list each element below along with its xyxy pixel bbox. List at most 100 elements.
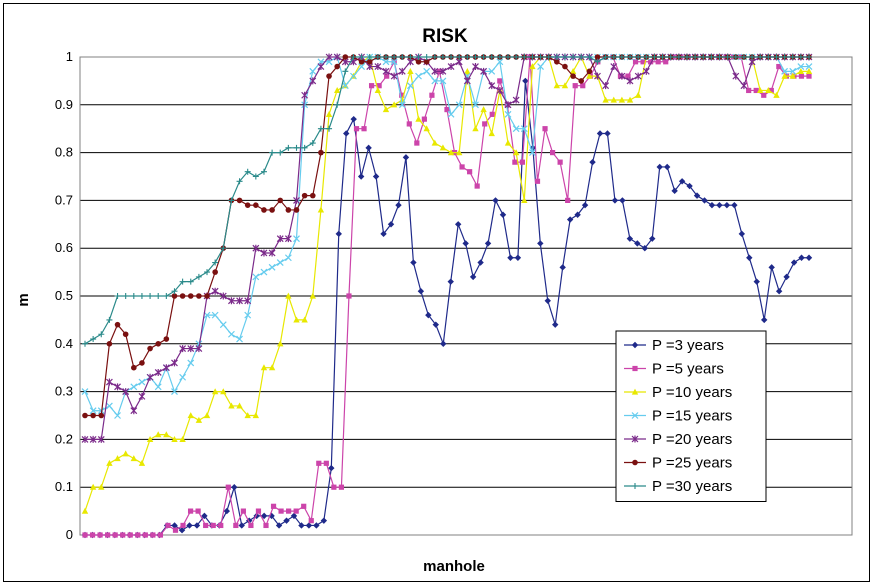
data-point [278, 508, 284, 514]
data-point [147, 345, 153, 352]
data-point [171, 359, 178, 367]
data-point [236, 335, 243, 343]
data-point [757, 54, 764, 60]
data-point [557, 159, 563, 165]
data-point [368, 83, 375, 89]
data-point [361, 126, 367, 132]
data-point [783, 273, 790, 281]
data-point [325, 110, 333, 117]
data-point [398, 67, 406, 75]
data-point [260, 268, 268, 276]
data-point [425, 311, 432, 319]
data-point [365, 144, 372, 152]
data-point [454, 221, 462, 228]
data-point [171, 293, 178, 299]
data-point [112, 532, 118, 538]
data-point [649, 235, 656, 242]
legend-label: P =5 years [652, 361, 724, 378]
data-point [162, 364, 170, 372]
data-point [283, 517, 290, 524]
data-point [632, 59, 639, 65]
data-point [640, 59, 646, 65]
data-point [372, 173, 380, 180]
data-point [179, 345, 187, 353]
data-point [439, 67, 447, 75]
data-point [326, 73, 332, 79]
data-point [179, 373, 187, 381]
data-point [195, 273, 202, 280]
data-point [447, 63, 455, 71]
data-point [346, 293, 352, 299]
data-point [228, 197, 235, 204]
data-point [611, 197, 619, 204]
data-point [656, 163, 663, 171]
data-point [423, 125, 430, 132]
data-point [171, 436, 178, 442]
data-point [716, 54, 723, 60]
data-point [350, 72, 357, 80]
data-point [643, 54, 650, 60]
data-point [366, 58, 373, 65]
data-point [325, 53, 333, 61]
data-point [317, 125, 324, 132]
data-point [456, 149, 463, 156]
data-point [82, 532, 88, 538]
data-point [659, 54, 666, 60]
data-point [114, 412, 121, 419]
data-point [634, 72, 642, 80]
data-point [120, 532, 126, 538]
data-point [171, 288, 178, 295]
data-point [521, 54, 528, 60]
data-point [244, 202, 251, 208]
data-point [632, 459, 638, 466]
data-point [211, 311, 219, 319]
data-point [353, 126, 360, 132]
data-point [301, 316, 308, 323]
data-point [146, 373, 154, 381]
data-point [569, 67, 577, 74]
data-point [212, 259, 219, 266]
data-point [81, 388, 89, 396]
legend-label: P =10 years [652, 384, 732, 401]
y-tick-labels: 0 0.1 0.2 0.3 0.4 0.5 0.6 0.7 0.8 0.9 1 [55, 49, 73, 542]
data-point [789, 67, 797, 75]
data-point [236, 197, 243, 204]
data-point [387, 221, 395, 228]
data-point [589, 158, 596, 166]
data-point [746, 87, 752, 94]
data-point [382, 67, 390, 75]
data-point [147, 293, 154, 299]
data-point [648, 59, 654, 65]
data-point [594, 54, 601, 60]
data-point [179, 278, 186, 285]
legend: P =3 years P =5 years P =10 years P =15 yea… [615, 330, 767, 502]
data-point [130, 455, 138, 462]
data-point [384, 73, 390, 79]
risk-line-chart: RISK 0 0.1 0.2 0.3 0.4 0.5 0.6 0.7 0.8 0.9 1 m man… [15, 26, 853, 575]
data-point [534, 178, 541, 184]
data-point [472, 101, 479, 109]
data-point [395, 201, 402, 209]
data-point [519, 159, 526, 165]
data-point [561, 54, 568, 60]
data-point [678, 178, 686, 185]
data-point [220, 388, 227, 395]
data-point [472, 54, 479, 60]
data-point [277, 340, 284, 347]
data-point [220, 245, 227, 252]
data-point [252, 244, 260, 252]
data-point [671, 187, 678, 195]
data-point [260, 249, 268, 257]
legend-item: P =15 years [624, 408, 732, 425]
data-point [269, 149, 276, 156]
data-point [496, 58, 504, 66]
data-point [89, 407, 97, 415]
legend-box [615, 330, 767, 502]
data-point [308, 518, 314, 524]
data-point [179, 293, 186, 299]
data-point [477, 259, 484, 266]
data-point [686, 182, 693, 190]
data-point [130, 383, 138, 391]
series-group [81, 53, 813, 539]
data-point [323, 460, 329, 466]
